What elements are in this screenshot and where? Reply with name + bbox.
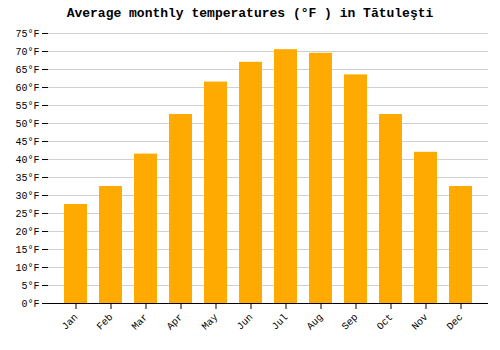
svg-text:Jun: Jun <box>235 312 256 333</box>
svg-text:Oct: Oct <box>375 312 396 333</box>
svg-text:20°F: 20°F <box>15 227 39 238</box>
svg-text:Dec: Dec <box>445 312 466 333</box>
svg-text:75°F: 75°F <box>15 29 39 40</box>
svg-text:May: May <box>200 312 221 333</box>
svg-text:10°F: 10°F <box>15 263 39 274</box>
svg-text:Jul: Jul <box>270 312 291 333</box>
svg-text:40°F: 40°F <box>15 155 39 166</box>
svg-text:Jan: Jan <box>60 312 81 333</box>
svg-text:Aug: Aug <box>305 312 326 333</box>
svg-text:65°F: 65°F <box>15 65 39 76</box>
svg-text:Sep: Sep <box>340 312 361 333</box>
svg-text:15°F: 15°F <box>15 245 39 256</box>
svg-text:60°F: 60°F <box>15 83 39 94</box>
html-text:Average monthly temperatures (: Average monthly temperatures (°F ) in Tă… <box>66 6 434 21</box>
svg-text:5°F: 5°F <box>21 281 39 292</box>
svg-text:30°F: 30°F <box>15 191 39 202</box>
svg-text:70°F: 70°F <box>15 47 39 58</box>
svg-text:Feb: Feb <box>95 312 116 333</box>
svg-text:25°F: 25°F <box>15 209 39 220</box>
svg-text:45°F: 45°F <box>15 137 39 148</box>
svg-text:Apr: Apr <box>165 312 186 333</box>
svg-text:55°F: 55°F <box>15 101 39 112</box>
svg-text:0°F: 0°F <box>21 299 39 310</box>
svg-text:Nov: Nov <box>410 312 431 333</box>
svg-text:50°F: 50°F <box>15 119 39 130</box>
svg-text:35°F: 35°F <box>15 173 39 184</box>
svg-text:Mar: Mar <box>130 312 151 333</box>
